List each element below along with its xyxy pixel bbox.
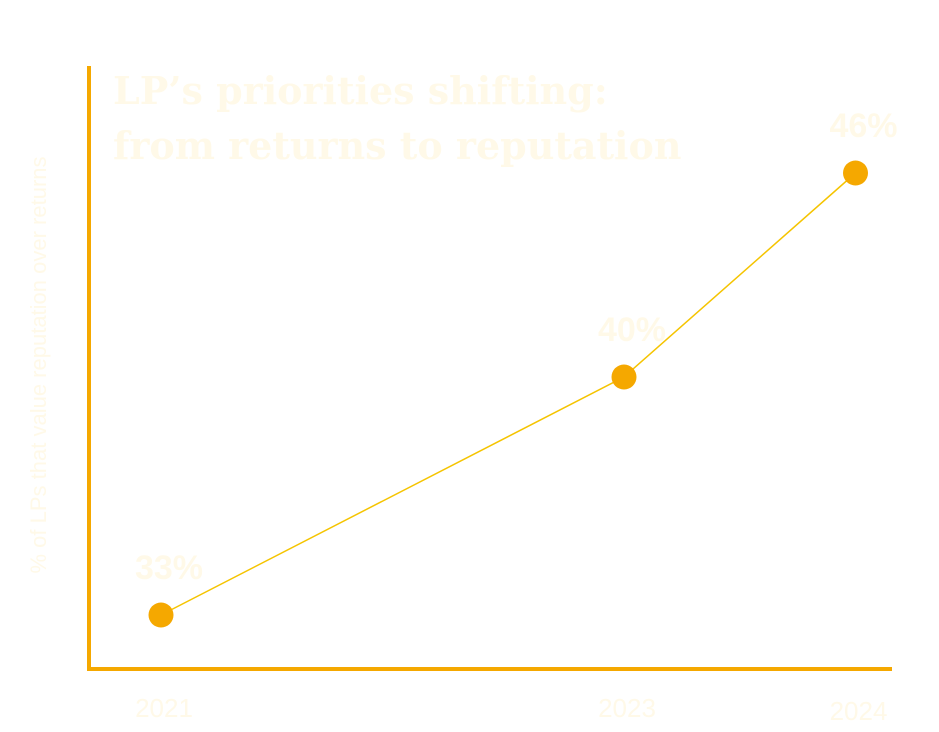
- data-point-2023: [611, 364, 637, 390]
- x-tick-label-2024: 2024: [830, 696, 888, 726]
- x-tick-label-2021: 2021: [135, 693, 193, 723]
- data-point-2024: [843, 160, 868, 186]
- data-point-2021: [148, 602, 174, 628]
- data-label-2021: 33%: [135, 549, 203, 587]
- data-label-2023: 40%: [598, 311, 666, 349]
- data-labels: 33% 40% 46%: [135, 107, 898, 587]
- y-axis-title: % of LPs that value reputation over retu…: [26, 156, 51, 573]
- chart-title-line-2: from returns to reputation: [113, 123, 681, 168]
- x-tick-label-2023: 2023: [598, 693, 656, 723]
- x-tick-labels: 2021 2023 2024: [135, 693, 887, 726]
- data-label-2024: 46%: [829, 107, 897, 145]
- chart-title-line-1: LP’s priorities shifting:: [113, 68, 608, 113]
- data-markers: [148, 160, 868, 628]
- chart-title: LP’s priorities shifting: from returns t…: [113, 68, 681, 168]
